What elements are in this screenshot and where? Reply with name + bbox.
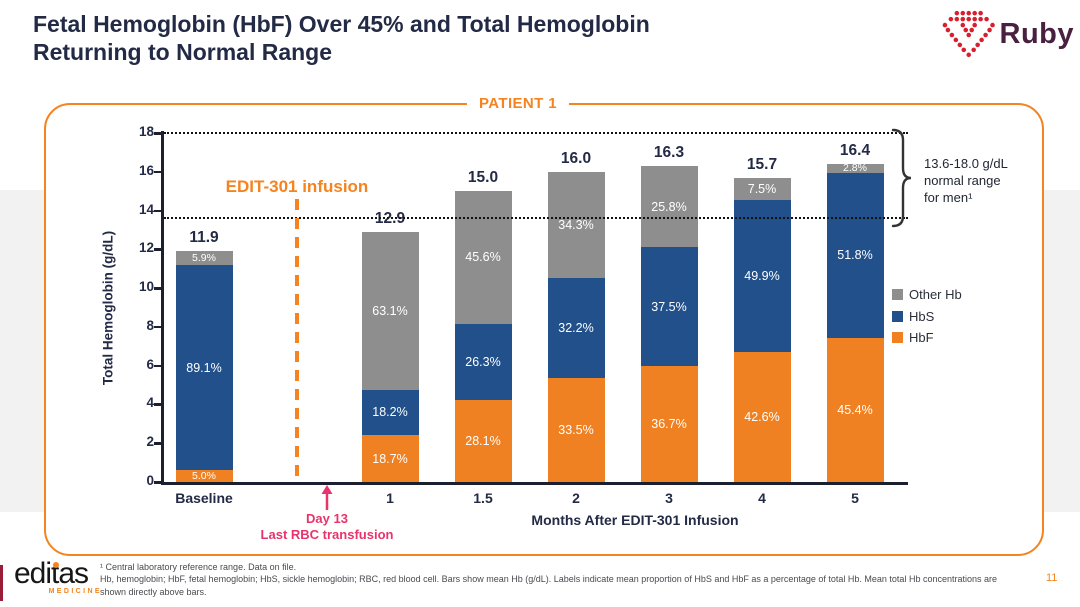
bar-segment-hbs: 26.3%	[454, 323, 512, 401]
bar-segment-other-hb: 7.5%	[733, 177, 791, 201]
y-tick-mark	[154, 325, 162, 329]
y-axis-line	[161, 131, 164, 485]
day13-label-line1: Day 13	[306, 511, 348, 526]
footnote-line2: Hb, hemoglobin; HbF, fetal hemoglobin; H…	[100, 574, 997, 585]
normal-range-brace	[890, 127, 914, 229]
x-tick-label: 1.5	[473, 490, 493, 506]
bar-total-label: 16.4	[839, 142, 871, 160]
slide-title-line2: Returning to Normal Range	[33, 39, 333, 65]
x-tick-label: 4	[758, 490, 766, 506]
footer-red-tick	[0, 565, 3, 601]
editas-logo-sub: MEDICINE	[48, 588, 102, 595]
patient-label: PATIENT 1	[466, 95, 570, 112]
normal-range-label-line1: 13.6-18.0 g/dL	[924, 156, 1008, 171]
y-tick-label: 4	[146, 395, 154, 411]
y-tick-label: 18	[138, 124, 154, 139]
infusion-dashed-line	[295, 199, 299, 480]
editas-logo: editas MEDICINE	[14, 558, 102, 596]
bar-segment-other-hb: 2.8%	[826, 162, 884, 174]
slide-title: Fetal Hemoglobin (HbF) Over 45% and Tota…	[33, 10, 650, 66]
normal-range-label-line3: for men¹	[924, 190, 973, 205]
slide-title-line1: Fetal Hemoglobin (HbF) Over 45% and Tota…	[33, 11, 650, 37]
y-tick-label: 14	[138, 201, 154, 217]
bar-segment-other-hb: 63.1%	[361, 231, 419, 390]
bar-segment-hbs: 51.8%	[826, 172, 884, 338]
bar-total-label: 15.7	[746, 155, 778, 173]
editas-wordmark: editas	[14, 557, 89, 590]
bar-total-label: 16.0	[560, 149, 592, 167]
y-tick-mark	[154, 364, 162, 368]
ruby-logo-text: Ruby	[999, 17, 1074, 50]
y-tick-label: 16	[138, 162, 154, 178]
legend-label: Other Hb	[909, 287, 962, 302]
y-tick-label: 0	[146, 473, 154, 488]
y-axis-title: Total Hemoglobin (g/dL)	[100, 230, 116, 386]
y-tick-label: 12	[138, 240, 154, 256]
bar-segment-other-hb: 5.9%	[175, 251, 233, 265]
ruby-gem-icon	[942, 10, 995, 58]
x-tick-label: Baseline	[175, 490, 233, 506]
legend-item-other-hb: Other Hb	[892, 287, 962, 302]
normal-range-label-line2: normal range	[924, 173, 1001, 188]
x-tick-label: 1	[386, 490, 394, 506]
y-tick-mark	[154, 248, 162, 251]
bar-segment-hbf: 36.7%	[640, 366, 698, 482]
editas-logo-text: editas	[14, 558, 102, 590]
y-tick-label: 2	[146, 434, 154, 450]
x-axis-line	[161, 482, 908, 485]
bar-segment-hbf: 45.4%	[826, 337, 884, 482]
x-tick-label: 5	[851, 490, 859, 506]
bar-total-label: 16.3	[653, 143, 685, 161]
day13-label-line2: Last RBC transfusion	[260, 527, 394, 542]
bar-segment-other-hb: 34.3%	[547, 171, 605, 279]
y-tick-mark	[154, 481, 162, 484]
x-tick-label: 3	[665, 490, 673, 506]
editas-i-dot-icon	[53, 562, 59, 568]
legend-item-hbs: HbS	[892, 309, 934, 324]
y-tick-mark	[154, 403, 162, 406]
bar-segment-hbs: 32.2%	[547, 278, 605, 379]
legend-swatch	[892, 289, 903, 300]
bar-segment-hbs: 49.9%	[733, 200, 791, 353]
bar-total-label: 11.9	[189, 229, 219, 247]
y-tick-mark	[154, 209, 162, 213]
bar-segment-hbs: 37.5%	[640, 247, 698, 366]
y-tick-mark	[154, 170, 162, 174]
infusion-label: EDIT-301 infusion	[225, 177, 369, 196]
reference-line	[164, 217, 908, 220]
bar-segment-hbs: 89.1%	[175, 264, 233, 471]
y-tick-label: 10	[138, 279, 154, 295]
bar-segment-hbf: 18.7%	[361, 435, 419, 482]
legend-swatch	[892, 332, 903, 343]
bar-segment-hbs: 18.2%	[361, 389, 419, 436]
footnote: ¹ Central laboratory reference range. Da…	[100, 561, 1012, 598]
bar-segment-hbf: 42.6%	[733, 352, 791, 482]
legend-item-hbf: HbF	[892, 330, 934, 345]
legend-swatch	[892, 310, 903, 322]
x-axis-title: Months After EDIT-301 Infusion	[531, 512, 739, 528]
ruby-logo: Ruby	[938, 8, 1074, 60]
y-tick-mark	[154, 132, 162, 135]
legend-label: HbF	[909, 330, 934, 345]
bar-segment-hbf: 28.1%	[454, 400, 512, 482]
legend-label: HbS	[909, 308, 935, 324]
footnote-line1: ¹ Central laboratory reference range. Da…	[100, 562, 297, 572]
reference-line	[164, 132, 908, 134]
day13-arrow-icon	[320, 485, 334, 511]
y-tick-mark	[154, 442, 162, 445]
y-tick-label: 8	[146, 317, 154, 333]
bar-segment-hbf: 33.5%	[547, 378, 605, 482]
bar-segment-hbf: 5.0%	[175, 470, 233, 482]
footnote-line3: shown directly above bars.	[100, 586, 207, 597]
bar-segment-other-hb: 25.8%	[640, 165, 698, 248]
y-tick-label: 6	[146, 356, 154, 372]
y-tick-mark	[154, 287, 162, 290]
page-number: 11	[1046, 572, 1058, 584]
bar-total-label: 15.0	[467, 169, 499, 187]
bar-segment-other-hb: 45.6%	[454, 191, 512, 324]
x-tick-label: 2	[572, 490, 580, 506]
